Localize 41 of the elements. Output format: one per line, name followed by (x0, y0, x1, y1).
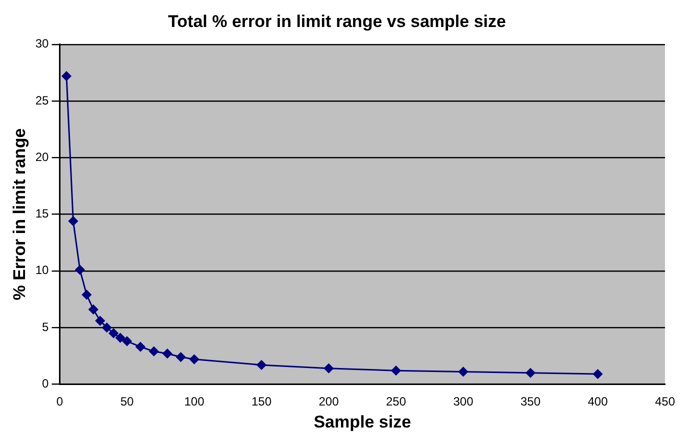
point (149, 346, 159, 356)
point (102, 322, 112, 332)
y-tick-label: 25 (35, 93, 50, 108)
point (62, 71, 72, 81)
point (95, 316, 105, 326)
point (324, 364, 334, 374)
point (189, 354, 199, 364)
point (116, 333, 126, 343)
point (256, 360, 266, 370)
point (75, 265, 85, 275)
chart-title: Total % error in limit range vs sample size (168, 12, 506, 31)
y-tick-label: 5 (42, 320, 50, 334)
x-tick-label: 100 (184, 394, 205, 409)
x-tick-label: 0 (56, 394, 64, 409)
point (88, 304, 98, 314)
x-tick-label: 200 (318, 394, 340, 409)
point (136, 342, 146, 352)
point (82, 290, 92, 300)
point (68, 216, 78, 226)
y-tick-label: 30 (35, 36, 50, 51)
y-axis-title: % Error in limit range (10, 128, 29, 300)
point (176, 352, 186, 362)
y-tick-label: 0 (42, 376, 50, 391)
x-tick-label: 450 (654, 394, 676, 409)
x-tick-label: 400 (588, 394, 608, 409)
point (458, 366, 468, 376)
x-tick-label: 300 (453, 394, 474, 409)
y-tick-label: 20 (35, 150, 50, 164)
x-axis-title: Sample size (314, 412, 412, 432)
x-tick-label: 350 (520, 394, 541, 409)
x-tick-label: 150 (251, 394, 272, 409)
point (108, 328, 118, 338)
point (122, 336, 132, 346)
x-tick-label: 50 (120, 394, 134, 409)
x-tick-label: 250 (386, 394, 406, 409)
point (162, 348, 172, 358)
point (592, 369, 602, 379)
point (526, 368, 536, 378)
y-tick-label: 15 (35, 206, 50, 221)
point (391, 366, 401, 376)
y-tick-label: 10 (35, 263, 50, 278)
